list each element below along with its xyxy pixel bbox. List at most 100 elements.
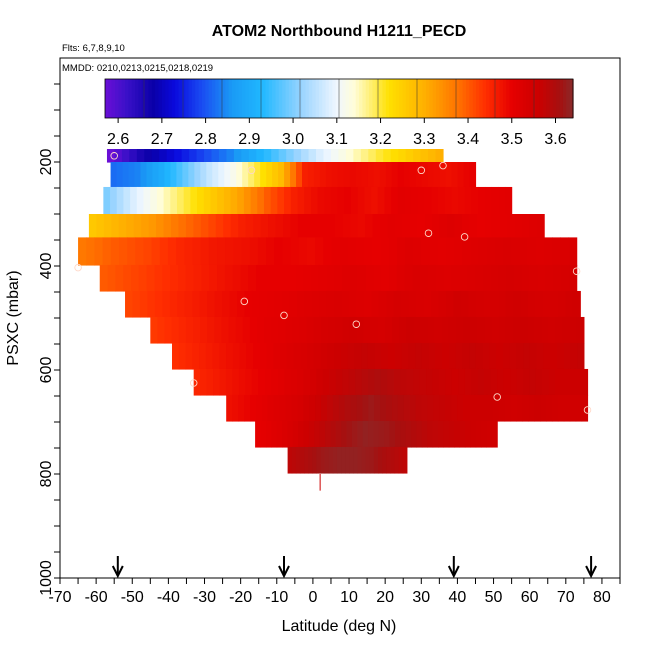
heatmap-cell	[404, 264, 414, 292]
colorbar-swatch	[542, 79, 547, 118]
heatmap-cell	[78, 237, 87, 266]
heatmap-cell	[237, 186, 245, 215]
colorbar-swatch	[278, 79, 283, 118]
heatmap-cell	[481, 420, 487, 448]
heatmap-cell	[107, 264, 116, 292]
heatmap-cell	[379, 162, 387, 188]
heatmap-cell	[390, 149, 399, 163]
heatmap-cell	[200, 316, 208, 344]
heatmap-cell	[316, 368, 324, 396]
heatmap-cell	[384, 420, 391, 448]
heatmap-cell	[396, 237, 406, 266]
heatmap-cell	[193, 264, 202, 292]
colorbar-swatch	[191, 79, 196, 118]
colorbar-swatch	[502, 79, 507, 118]
heatmap-cell	[271, 368, 279, 396]
x-tick-label: 10	[340, 589, 358, 606]
heatmap-cell	[322, 368, 330, 396]
heatmap-cell	[318, 264, 328, 292]
heatmap-cell	[141, 214, 150, 238]
heatmap-cell	[346, 420, 353, 448]
heatmap-cell	[118, 237, 128, 266]
heatmap-cell	[258, 368, 266, 396]
colorbar-swatch	[235, 79, 240, 118]
heatmap-cell	[368, 420, 375, 448]
heatmap-cell	[364, 186, 372, 215]
heatmap-cell	[537, 264, 546, 292]
heatmap-cell	[96, 214, 105, 238]
colorbar-swatch	[395, 79, 400, 118]
heatmap-cell	[405, 420, 412, 448]
heatmap-cell	[282, 237, 292, 266]
colorbar-swatch	[332, 79, 337, 118]
heatmap-cell	[459, 420, 466, 448]
heatmap-cell	[427, 162, 435, 188]
colorbar-swatch	[379, 79, 384, 118]
heatmap-cell	[413, 149, 422, 163]
heatmap-cell	[166, 149, 175, 163]
heatmap-cell	[233, 149, 242, 163]
heatmap-cell	[380, 394, 387, 422]
heatmap-cell	[491, 316, 500, 344]
colorbar-swatch	[181, 79, 186, 118]
heatmap-cell	[215, 214, 224, 238]
heatmap-cell	[534, 394, 541, 422]
colorbar-swatch	[178, 79, 183, 118]
heatmap-cell	[200, 214, 209, 238]
heatmap-cell	[448, 342, 457, 370]
heatmap-cell	[560, 237, 570, 266]
colorbar-swatch	[262, 79, 267, 118]
heatmap-cell	[355, 237, 365, 266]
heatmap-cell	[361, 368, 369, 396]
heatmap-cell	[260, 162, 267, 188]
heatmap-cell	[370, 316, 379, 344]
heatmap-cell	[241, 149, 250, 163]
colorbar-swatch	[479, 79, 484, 118]
colorbar-swatch	[466, 79, 470, 118]
heatmap-cell	[542, 368, 550, 396]
heatmap-cell	[442, 342, 450, 370]
colorbar-swatch	[118, 79, 123, 118]
heatmap-cell	[159, 237, 169, 266]
heatmap-cell	[357, 446, 363, 474]
heatmap-cell	[261, 394, 269, 422]
heatmap-cell	[428, 149, 437, 163]
heatmap-cell	[484, 368, 492, 396]
heatmap-cell	[312, 446, 317, 474]
heatmap-cell	[357, 186, 365, 215]
heatmap-cell	[519, 237, 529, 266]
heatmap-cell	[505, 290, 514, 318]
heatmap-cell	[415, 342, 423, 370]
colorbar-swatch	[526, 79, 531, 118]
heatmap-cell	[164, 316, 173, 344]
heatmap-cell	[214, 290, 223, 318]
heatmap-cell	[529, 342, 538, 370]
heatmap-cell	[271, 149, 280, 163]
heatmap-cell	[274, 237, 283, 266]
heatmap-cell	[146, 264, 156, 292]
heatmap-cell	[211, 149, 220, 163]
heatmap-cell	[102, 237, 112, 266]
heatmap-cell	[401, 342, 409, 370]
heatmap-cell	[482, 342, 490, 370]
heatmap-cell	[123, 264, 132, 292]
heatmap-cell	[217, 264, 226, 292]
heatmap-cell	[249, 394, 257, 422]
colorbar-swatch	[272, 79, 277, 118]
colorbar-swatch	[328, 79, 333, 118]
colorbar-tick-label: 3.6	[544, 131, 566, 148]
colorbar-swatch	[429, 79, 434, 118]
heatmap-cell	[504, 186, 513, 215]
heatmap-cell	[451, 264, 460, 292]
colorbar-swatch	[482, 79, 487, 118]
heatmap-cell	[364, 237, 373, 266]
heatmap-cell	[356, 394, 364, 422]
heatmap-cell	[353, 149, 362, 163]
heatmap-cell	[506, 214, 515, 238]
heatmap-cell	[514, 264, 523, 292]
heatmap-cell	[213, 368, 221, 396]
heatmap-cell	[178, 342, 187, 370]
heatmap-cell	[470, 420, 477, 448]
heatmap-cell	[475, 290, 484, 318]
x-tick-label: 30	[412, 589, 430, 606]
